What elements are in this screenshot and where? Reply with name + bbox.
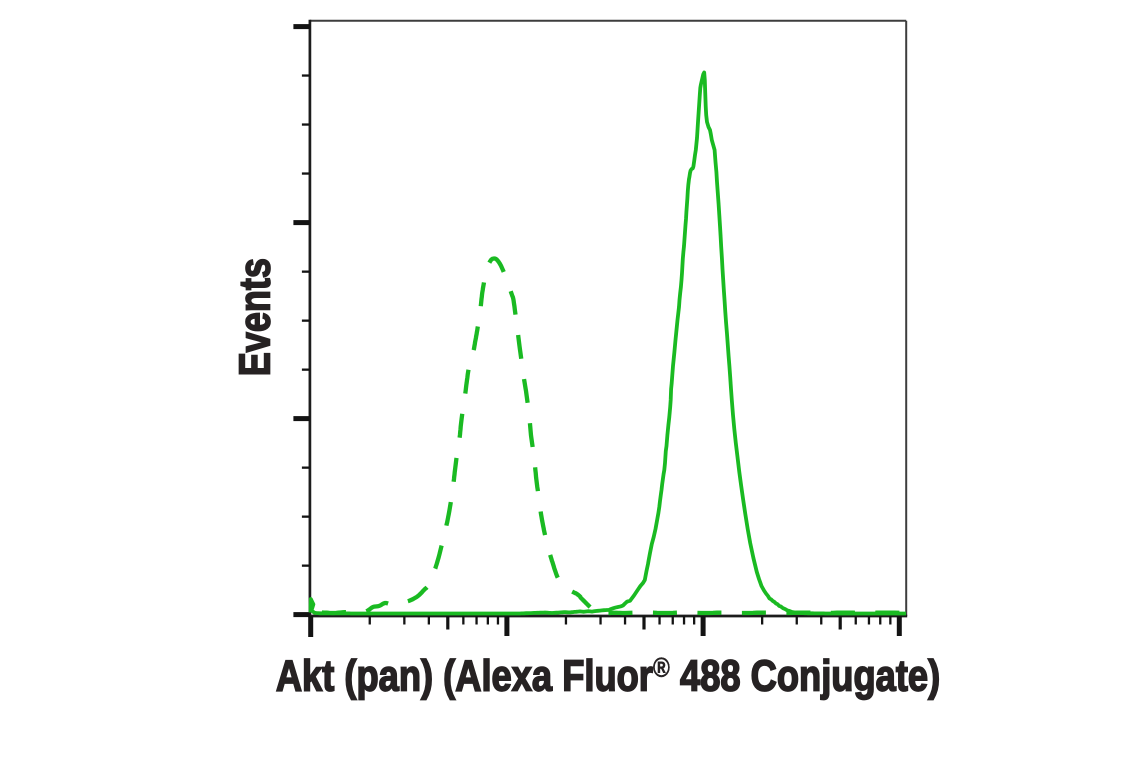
svg-text:Events: Events xyxy=(230,258,279,376)
svg-text:Akt (pan) (Alexa Fluor® 488 Co: Akt (pan) (Alexa Fluor® 488 Conjugate) xyxy=(276,650,940,700)
